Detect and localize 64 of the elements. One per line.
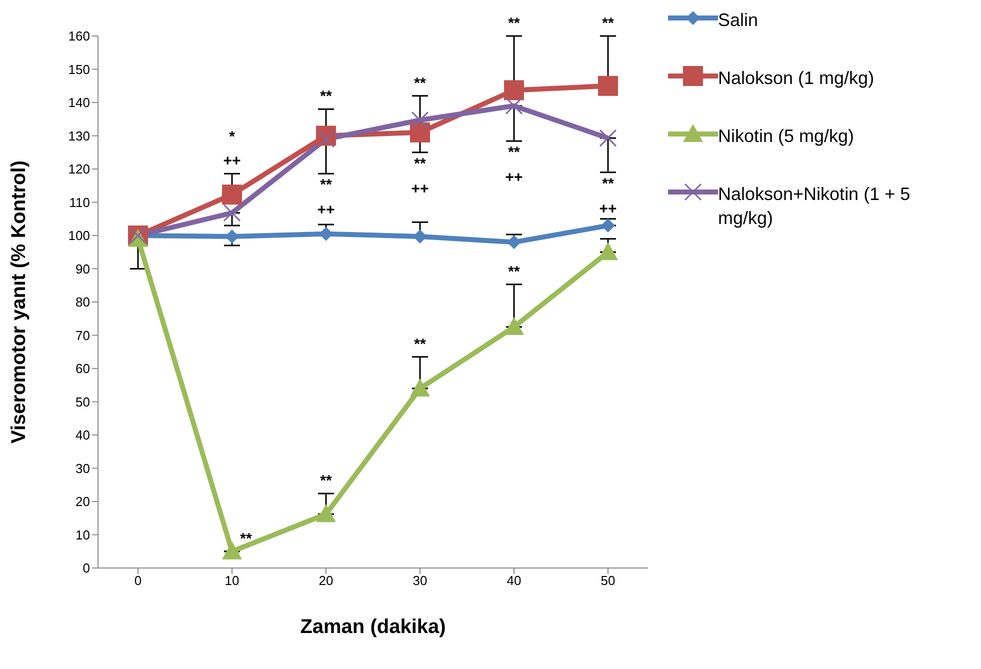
x-axis-title: Zaman (dakika) <box>300 616 446 638</box>
annotation: ** <box>602 15 614 32</box>
point <box>222 541 242 560</box>
annotation: ** <box>508 144 520 162</box>
y-tick-label: 30 <box>76 460 90 476</box>
annotation: ** <box>508 15 520 32</box>
x-tick-label: 30 <box>412 573 428 588</box>
legend-label: Nalokson+Nikotin (1 + 5 mg/kg) <box>718 183 912 230</box>
point <box>222 184 242 205</box>
x-tick-label: 50 <box>600 573 616 588</box>
annotation: ++ <box>599 200 617 218</box>
x-tick-label: 20 <box>318 573 334 588</box>
point <box>317 130 335 148</box>
x-tick-label: 10 <box>224 573 240 588</box>
y-tick-label: 140 <box>68 95 90 110</box>
point <box>507 235 521 250</box>
y-tick-label: 10 <box>76 527 90 542</box>
y-tick-label: 0 <box>82 560 90 576</box>
annotation: ** <box>320 176 332 194</box>
y-tick-label: 60 <box>76 361 90 376</box>
annotation: ** <box>240 530 252 548</box>
legend-label: Salin <box>718 9 758 32</box>
annotation: ** <box>414 336 426 353</box>
annotation: ** <box>508 263 520 280</box>
point <box>601 218 615 233</box>
point <box>411 111 429 129</box>
annotation: ++ <box>317 202 335 219</box>
y-tick-label: 160 <box>68 28 90 44</box>
point <box>316 504 336 522</box>
annotation: ++ <box>223 152 241 170</box>
point <box>410 378 430 396</box>
annotation: ** <box>320 472 332 490</box>
annotation: ** <box>320 88 332 106</box>
y-tick-label: 80 <box>76 294 90 310</box>
annotation: ** <box>602 175 614 192</box>
point <box>504 80 524 100</box>
legend-label: Nikotin (5 mg/kg) <box>718 125 854 148</box>
point <box>505 97 523 115</box>
point <box>599 129 617 147</box>
point <box>598 76 618 96</box>
y-tick-label: 50 <box>76 394 90 410</box>
point <box>223 204 241 222</box>
legend-label: Nalokson (1 mg/kg) <box>718 67 874 90</box>
point <box>504 316 524 335</box>
y-tick-label: 130 <box>68 128 90 144</box>
y-tick-label: 110 <box>69 194 90 210</box>
annotation: ++ <box>411 180 429 198</box>
x-tick-label: 0 <box>134 573 142 588</box>
y-tick-label: 70 <box>76 328 90 343</box>
point <box>410 122 430 142</box>
y-tick-label: 100 <box>68 228 90 244</box>
y-tick-label: 20 <box>76 494 90 510</box>
point <box>413 229 427 244</box>
annotation: ** <box>414 155 426 172</box>
y-tick-label: 120 <box>68 162 90 177</box>
y-tick-label: 150 <box>68 62 90 77</box>
annotation: * <box>229 128 236 146</box>
y-axis-title: Viseromotor yanıt (% Kontrol) <box>8 160 30 444</box>
point <box>225 229 239 244</box>
y-tick-label: 40 <box>76 428 90 443</box>
x-tick-label: 40 <box>506 573 522 588</box>
annotation: ** <box>414 74 426 92</box>
y-tick-label: 90 <box>76 261 90 276</box>
annotation: ++ <box>505 169 523 186</box>
